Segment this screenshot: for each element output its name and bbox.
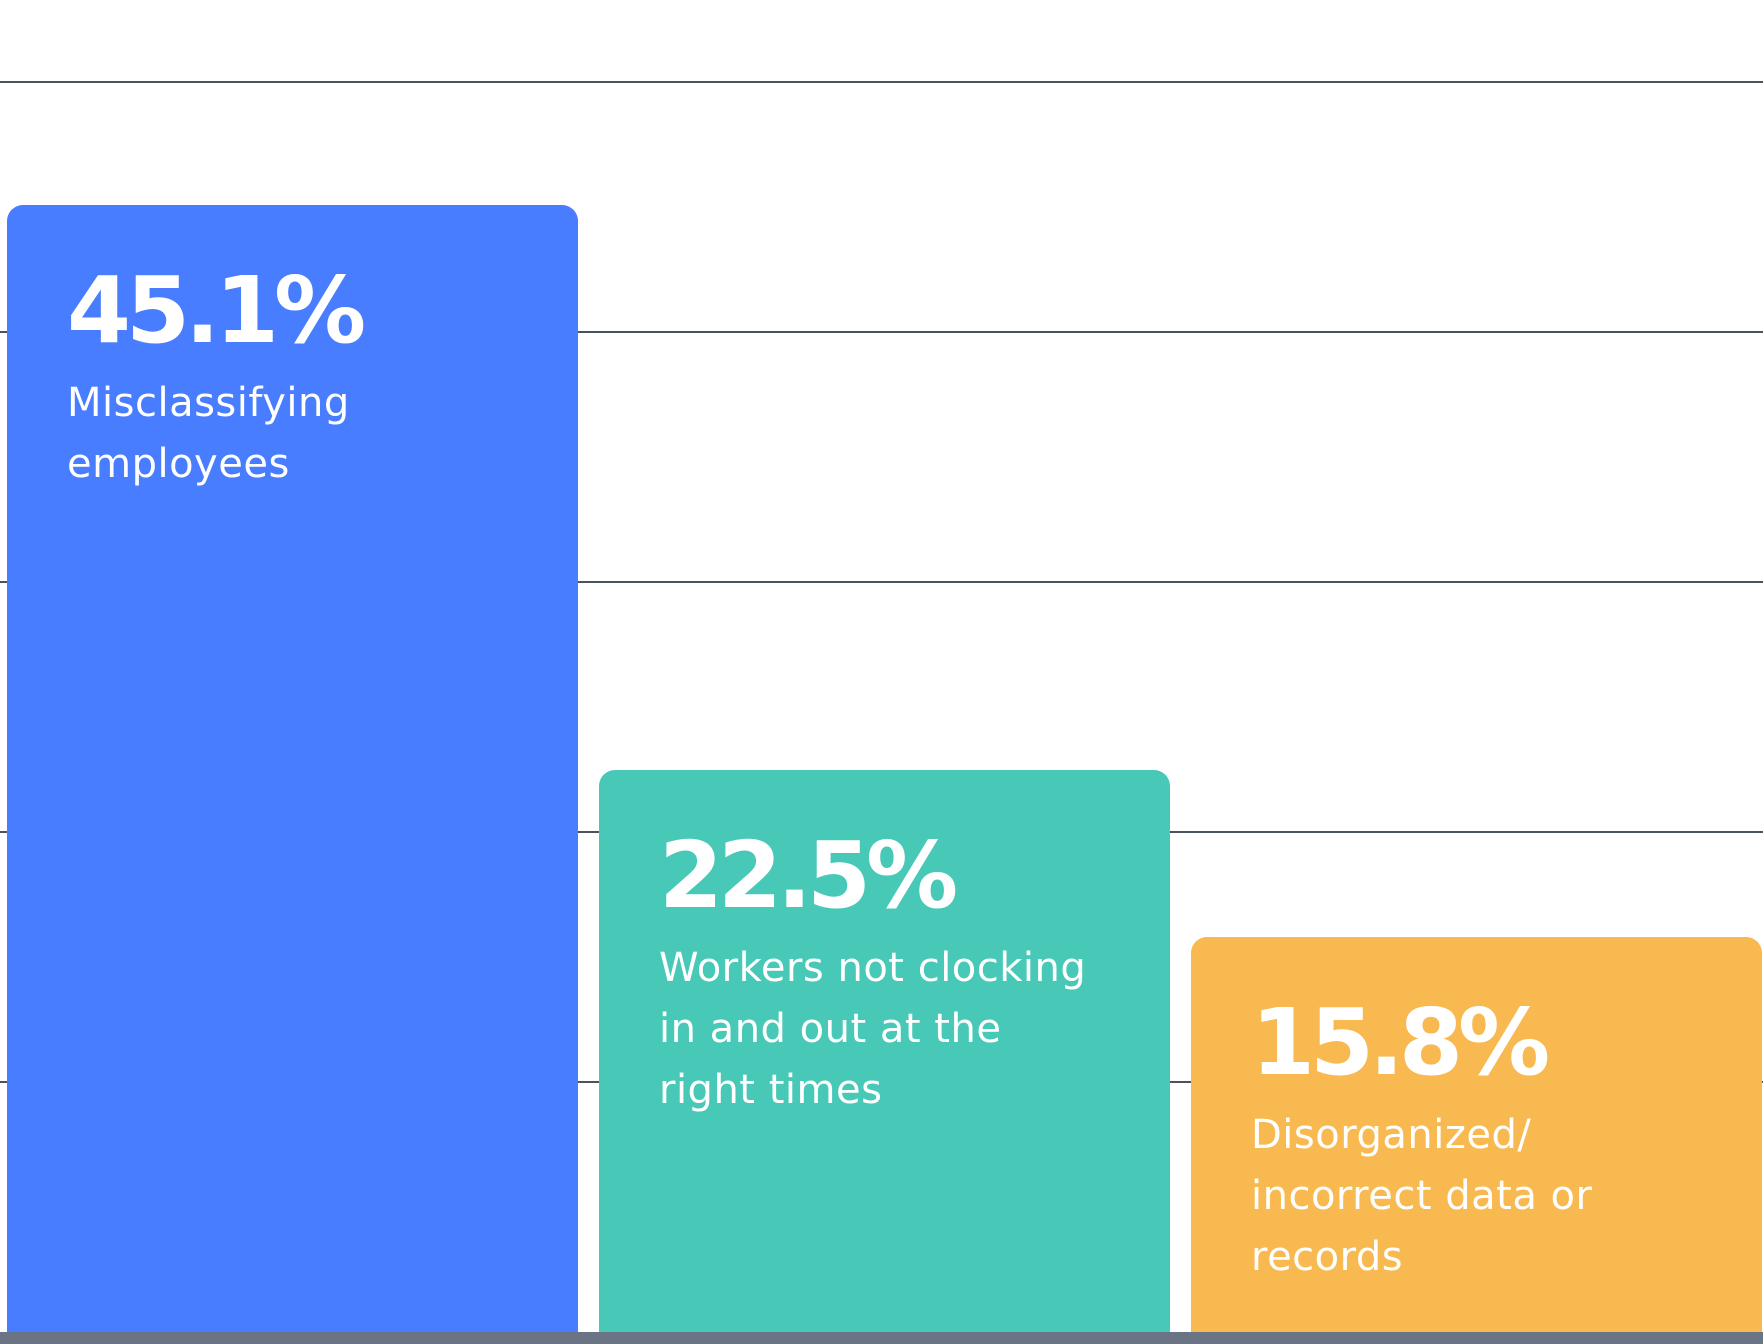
gridline <box>0 581 1763 583</box>
x-axis-baseline <box>0 1332 1763 1344</box>
bar-value-label: 45.1% <box>67 256 366 364</box>
gridline <box>0 81 1763 83</box>
bar-1: 45.1% Misclassifying employees <box>7 204 578 1332</box>
bar-value-label: 22.5% <box>659 821 958 929</box>
bar-category-label: Disorganized/ incorrect data or records <box>1251 1112 1593 1280</box>
gridline <box>0 331 1763 333</box>
bar-value-label: 15.8% <box>1251 989 1550 1096</box>
bar-category-label: Misclassifying employees <box>67 379 350 487</box>
bar-category-label: Workers not clocking in and out at the r… <box>659 944 1087 1113</box>
bar-3: 15.8% Disorganized/ incorrect data or rec… <box>1191 937 1762 1332</box>
bar-2: 22.5% Workers not clocking in and out at … <box>599 769 1170 1332</box>
